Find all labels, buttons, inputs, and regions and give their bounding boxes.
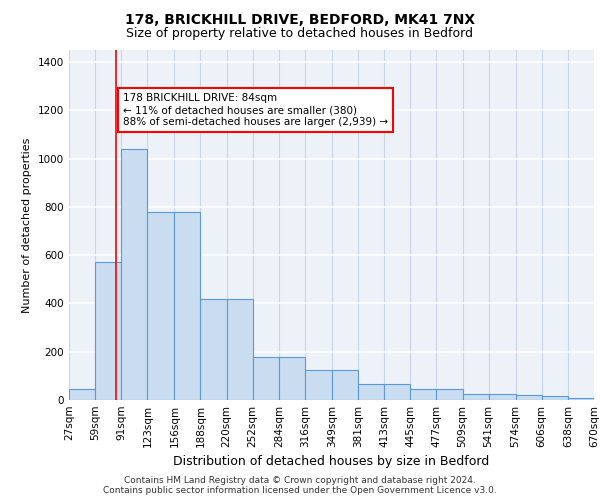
Bar	[410, 389, 436, 400]
Bar	[463, 394, 488, 400]
Text: 178 BRICKHILL DRIVE: 84sqm
← 11% of detached houses are smaller (380)
88% of sem: 178 BRICKHILL DRIVE: 84sqm ← 11% of deta…	[123, 94, 388, 126]
Text: 178, BRICKHILL DRIVE, BEDFORD, MK41 7NX: 178, BRICKHILL DRIVE, BEDFORD, MK41 7NX	[125, 12, 475, 26]
Bar	[384, 384, 410, 400]
Bar	[436, 389, 463, 400]
Bar	[95, 262, 121, 400]
Y-axis label: Number of detached properties: Number of detached properties	[22, 138, 32, 312]
Bar	[227, 298, 253, 400]
Bar	[515, 395, 542, 400]
Bar	[175, 212, 200, 400]
Bar	[253, 356, 279, 400]
Bar	[69, 389, 95, 400]
Bar	[305, 370, 332, 400]
Bar	[121, 149, 148, 400]
Bar	[568, 398, 594, 400]
Bar	[358, 384, 384, 400]
Text: Contains HM Land Registry data © Crown copyright and database right 2024.
Contai: Contains HM Land Registry data © Crown c…	[103, 476, 497, 495]
X-axis label: Distribution of detached houses by size in Bedford: Distribution of detached houses by size …	[173, 456, 490, 468]
Bar	[200, 298, 227, 400]
Bar	[542, 396, 568, 400]
Bar	[148, 212, 175, 400]
Bar	[488, 394, 515, 400]
Bar	[279, 356, 305, 400]
Bar	[332, 370, 358, 400]
Text: Size of property relative to detached houses in Bedford: Size of property relative to detached ho…	[127, 28, 473, 40]
